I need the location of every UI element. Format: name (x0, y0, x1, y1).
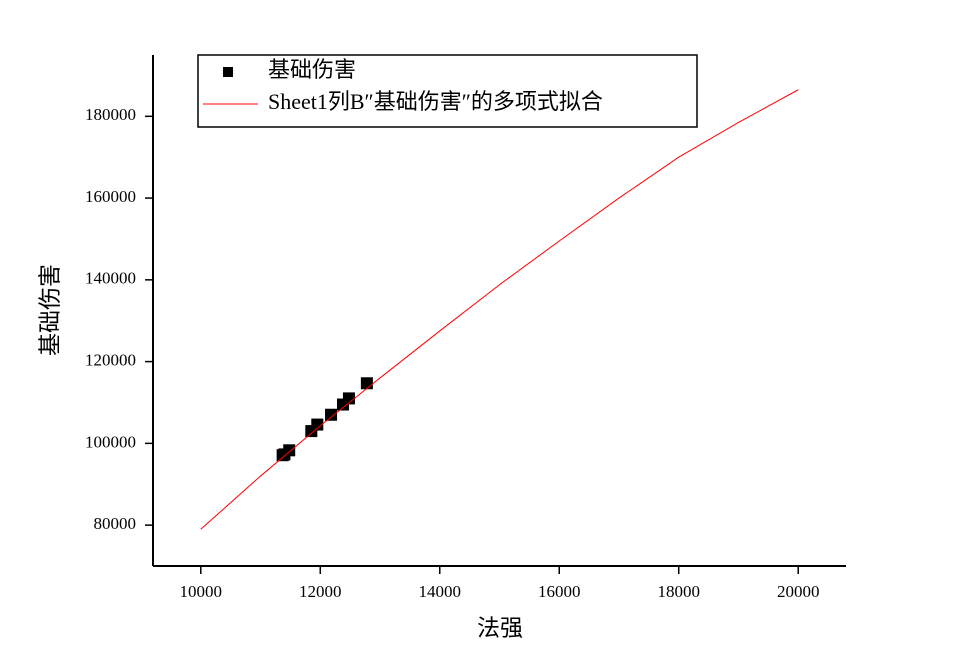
x-tick-label: 10000 (180, 582, 223, 601)
legend-label: Sheet1列B″基础伤害″的多项式拟合 (268, 89, 603, 114)
x-tick-label: 20000 (777, 582, 820, 601)
y-tick-label: 160000 (85, 187, 136, 206)
scatter-point (311, 418, 324, 431)
legend-marker (223, 67, 233, 77)
fit-line (200, 89, 799, 530)
y-tick-label: 100000 (85, 432, 136, 451)
scatter-point (360, 377, 373, 390)
x-tick-label: 12000 (299, 582, 342, 601)
x-tick-label: 16000 (538, 582, 581, 601)
x-axis-title: 法强 (477, 615, 523, 640)
legend-box (197, 54, 698, 128)
y-axis-title: 基础伤害 (37, 264, 62, 356)
scatter-point (342, 392, 355, 405)
y-tick-label: 120000 (85, 351, 136, 370)
scatter-point (283, 444, 296, 457)
y-tick-label: 140000 (85, 269, 136, 288)
x-tick-label: 18000 (657, 582, 700, 601)
legend-label: 基础伤害 (268, 57, 356, 82)
x-tick-label: 14000 (419, 582, 462, 601)
scatter-point (325, 408, 338, 421)
y-tick-label: 80000 (94, 514, 137, 533)
y-tick-label: 180000 (85, 105, 136, 124)
